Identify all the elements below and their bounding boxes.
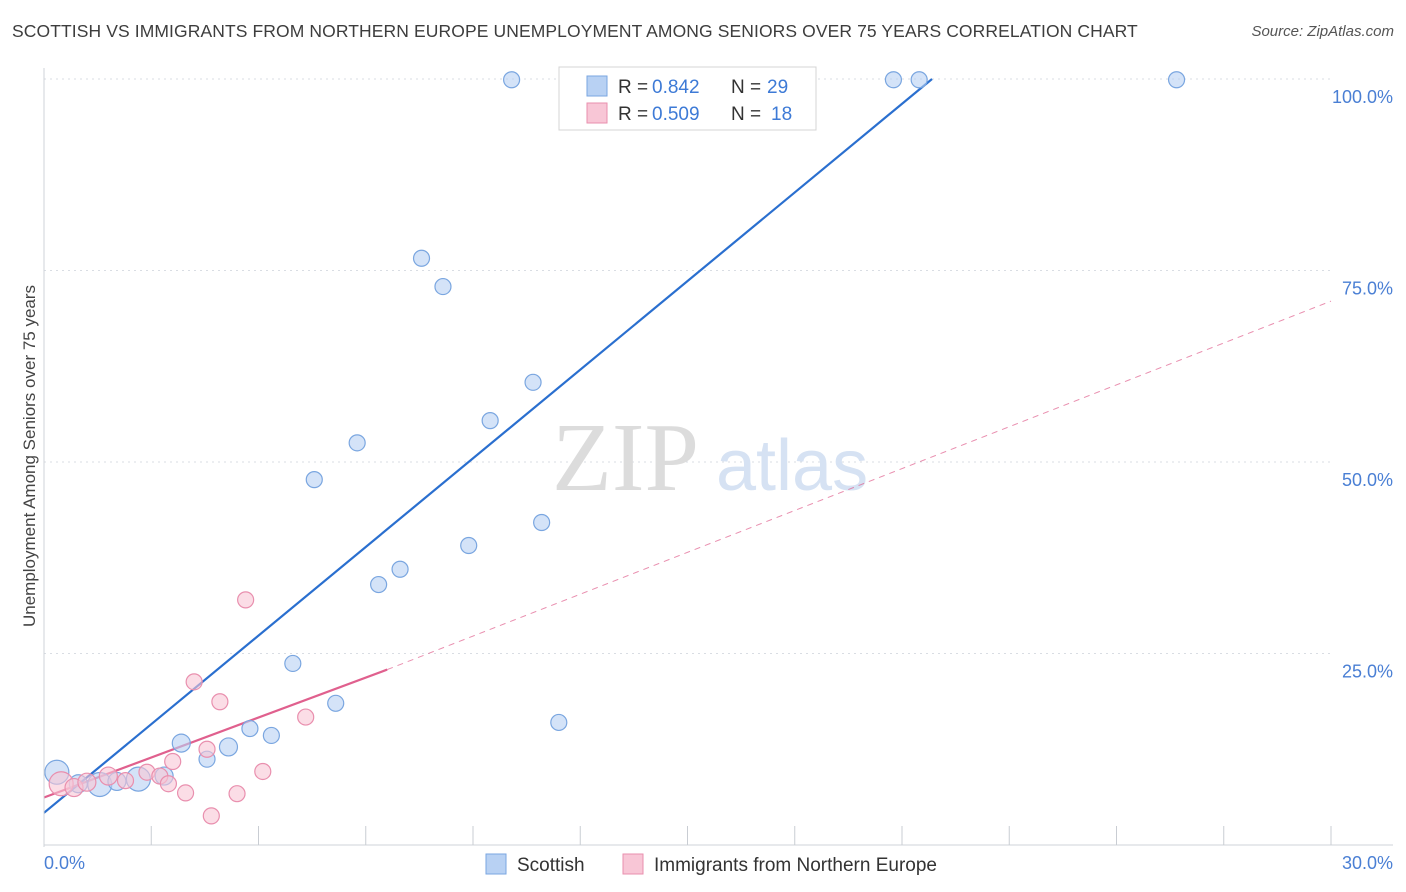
stats-legend-n-label-immigrants: N = <box>731 104 761 125</box>
trendline-immigrants-extrapolated <box>387 300 1332 671</box>
point-scottish <box>884 71 903 89</box>
source-label: Source: ZipAtlas.com <box>1251 23 1394 40</box>
point-scottish <box>910 71 928 89</box>
watermark: ZIP atlas <box>552 404 868 512</box>
point-scottish <box>241 719 259 738</box>
point-scottish <box>434 277 452 296</box>
point-scottish <box>370 575 388 594</box>
point-scottish <box>533 513 551 532</box>
point-immigrants <box>228 785 246 803</box>
series-legend-swatch-immigrants <box>622 853 644 875</box>
x-tick-label-min: 0.0% <box>44 853 85 873</box>
series-legend: Scottish Immigrants from Northern Europe <box>485 853 937 876</box>
series-legend-swatch-scottish <box>485 853 507 875</box>
point-scottish <box>327 694 345 712</box>
point-immigrants <box>116 772 135 790</box>
trendline-scottish <box>43 78 933 814</box>
stats-legend-r-value-scottish: 0.842 <box>652 77 700 98</box>
point-immigrants <box>211 693 229 711</box>
point-immigrants <box>297 708 315 726</box>
point-scottish <box>503 71 521 89</box>
series-legend-label-immigrants: Immigrants from Northern Europe <box>654 855 937 876</box>
stats-legend-r-value-immigrants: 0.509 <box>652 104 700 125</box>
stats-legend-swatch-immigrants <box>586 102 608 124</box>
stats-legend-n-value-scottish: 29 <box>767 77 788 98</box>
point-scottish <box>218 737 239 757</box>
point-scottish <box>550 713 568 732</box>
point-scottish <box>284 654 302 673</box>
point-scottish <box>1167 71 1186 89</box>
point-scottish <box>481 412 499 430</box>
stats-legend-r-label-scottish: R = <box>618 77 648 98</box>
stats-legend: R = 0.842 N = 29 R = 0.509 N = 18 <box>558 66 817 131</box>
axes <box>43 68 1393 847</box>
y-tick-label: 75.0% <box>1342 279 1393 299</box>
point-scottish <box>262 726 280 745</box>
y-axis-title: Unemployment Among Seniors over 75 years <box>20 285 39 627</box>
series-legend-label-scottish: Scottish <box>517 855 585 876</box>
y-tick-label: 50.0% <box>1342 470 1393 490</box>
chart-title: SCOTTISH VS IMMIGRANTS FROM NORTHERN EUR… <box>12 21 1138 41</box>
point-immigrants <box>198 740 216 758</box>
y-tick-label: 25.0% <box>1342 662 1393 682</box>
data-points <box>44 71 1186 825</box>
point-immigrants <box>98 766 118 786</box>
stats-legend-r-label-immigrants: R = <box>618 104 648 125</box>
grid-lines <box>44 78 1331 654</box>
point-immigrants <box>164 752 182 771</box>
y-tick-label: 100.0% <box>1332 87 1393 107</box>
point-scottish <box>305 471 323 489</box>
point-scottish <box>412 249 431 267</box>
point-scottish <box>348 434 366 452</box>
point-immigrants <box>185 673 203 691</box>
point-scottish <box>171 733 191 753</box>
point-immigrants <box>77 772 97 792</box>
stats-legend-n-value-immigrants: 18 <box>771 104 792 125</box>
stats-legend-n-label-scottish: N = <box>731 77 761 98</box>
stats-legend-swatch-scottish <box>586 75 608 97</box>
x-tick-labels: 0.0% 30.0% <box>44 853 1393 873</box>
point-scottish <box>524 373 542 391</box>
watermark-zip: ZIP <box>552 404 699 512</box>
x-tick-label-max: 30.0% <box>1342 853 1393 873</box>
point-scottish <box>391 560 409 578</box>
point-immigrants <box>202 807 220 825</box>
point-immigrants <box>237 591 255 609</box>
point-immigrants <box>159 775 178 793</box>
point-scottish <box>460 536 478 555</box>
point-immigrants <box>254 762 272 781</box>
watermark-atlas: atlas <box>716 426 868 506</box>
y-tick-labels: 25.0% 50.0% 75.0% 100.0% <box>1332 87 1393 682</box>
point-immigrants <box>176 784 195 802</box>
